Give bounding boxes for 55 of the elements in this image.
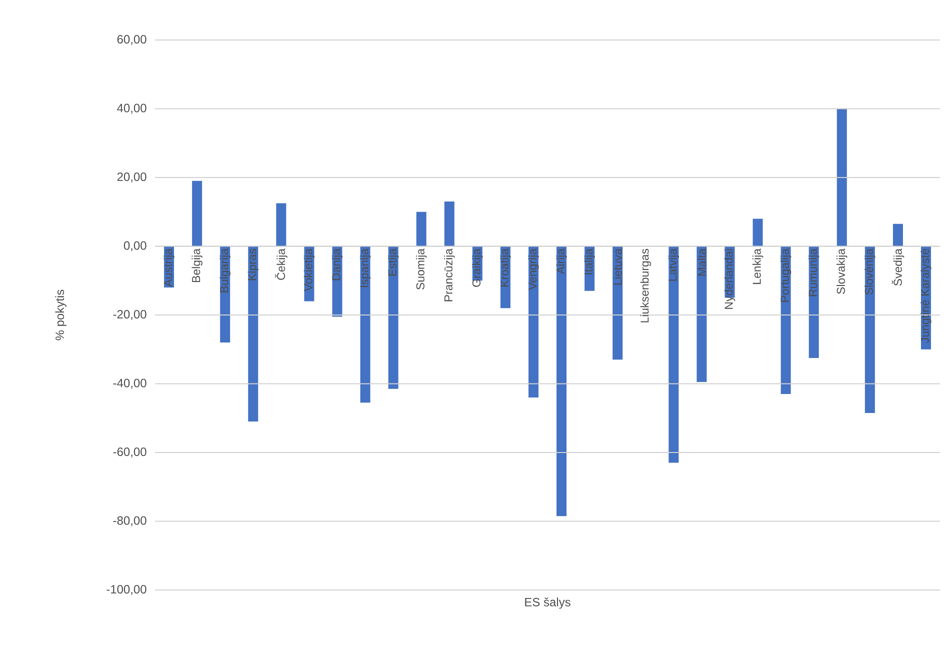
x-tick-label: Graikija xyxy=(472,248,483,287)
y-tick-label: 20,00 xyxy=(117,172,146,182)
x-tick-label: Slovėnija xyxy=(864,248,876,295)
bar xyxy=(612,246,623,360)
x-tick-label: Bulgarija xyxy=(220,248,230,292)
x-tick-label: Austrija xyxy=(164,248,174,287)
bar xyxy=(556,246,567,516)
bar xyxy=(864,246,875,413)
y-tick-label: -40,00 xyxy=(113,378,146,389)
x-tick-label: Portugalija xyxy=(780,248,792,302)
bar xyxy=(388,246,398,389)
x-tick-label: Kipras xyxy=(248,248,258,280)
bar xyxy=(248,246,258,422)
y-tick-label: -60,00 xyxy=(113,448,146,458)
x-tick-label: Belgija xyxy=(192,248,202,282)
x-tick-label: Suomija xyxy=(416,248,427,290)
bar xyxy=(668,246,679,463)
bar xyxy=(360,246,370,403)
x-tick-label: Prancūzija xyxy=(444,248,455,302)
x-tick-label: Rumunija xyxy=(808,248,820,296)
bar xyxy=(444,202,454,246)
x-tick-label: Latvija xyxy=(668,248,680,281)
y-tick-label: -20,00 xyxy=(113,310,146,320)
x-tick-label: Vengrija xyxy=(528,248,539,290)
y-tick-label: -100,00 xyxy=(106,585,146,595)
x-tick-label: Ispanija xyxy=(360,248,371,288)
x-tick-label: Vokietija xyxy=(304,248,315,292)
x-tick-label: Airija xyxy=(556,248,567,274)
bar xyxy=(276,203,286,246)
x-tick-label: Švedija xyxy=(892,248,904,286)
x-tick-label: Lenkija xyxy=(752,248,764,284)
y-tick-label: 40,00 xyxy=(117,104,146,114)
x-tick-label: Čekija xyxy=(274,248,288,280)
x-tick-label: Nyderlandai xyxy=(724,249,736,309)
x-tick-label: Danija xyxy=(332,248,343,280)
bar xyxy=(528,246,538,398)
bar xyxy=(696,246,707,382)
y-tick-label: 60,00 xyxy=(117,35,146,45)
bar xyxy=(192,180,202,246)
x-tick-label: Estija xyxy=(388,248,399,276)
bar xyxy=(416,212,426,246)
bar xyxy=(752,218,763,246)
x-tick-label: Jungtinė Karalystė xyxy=(920,248,932,343)
bar xyxy=(836,108,847,246)
x-tick-label: Liuksenburgas xyxy=(640,248,651,322)
x-tick-label: Slovakija xyxy=(836,248,848,294)
x-axis-title: ES šalys xyxy=(525,598,570,609)
y-tick-label: -80,00 xyxy=(113,516,146,526)
x-tick-label: Malta xyxy=(697,248,706,276)
y-tick-label: 0,00 xyxy=(124,241,146,252)
y-axis-title: % pokytis xyxy=(55,290,66,340)
bar xyxy=(892,224,903,246)
x-tick-label: Lietuva xyxy=(613,248,622,285)
x-tick-label: Kroatija xyxy=(500,248,511,286)
x-tick-label: Italija xyxy=(584,248,595,274)
